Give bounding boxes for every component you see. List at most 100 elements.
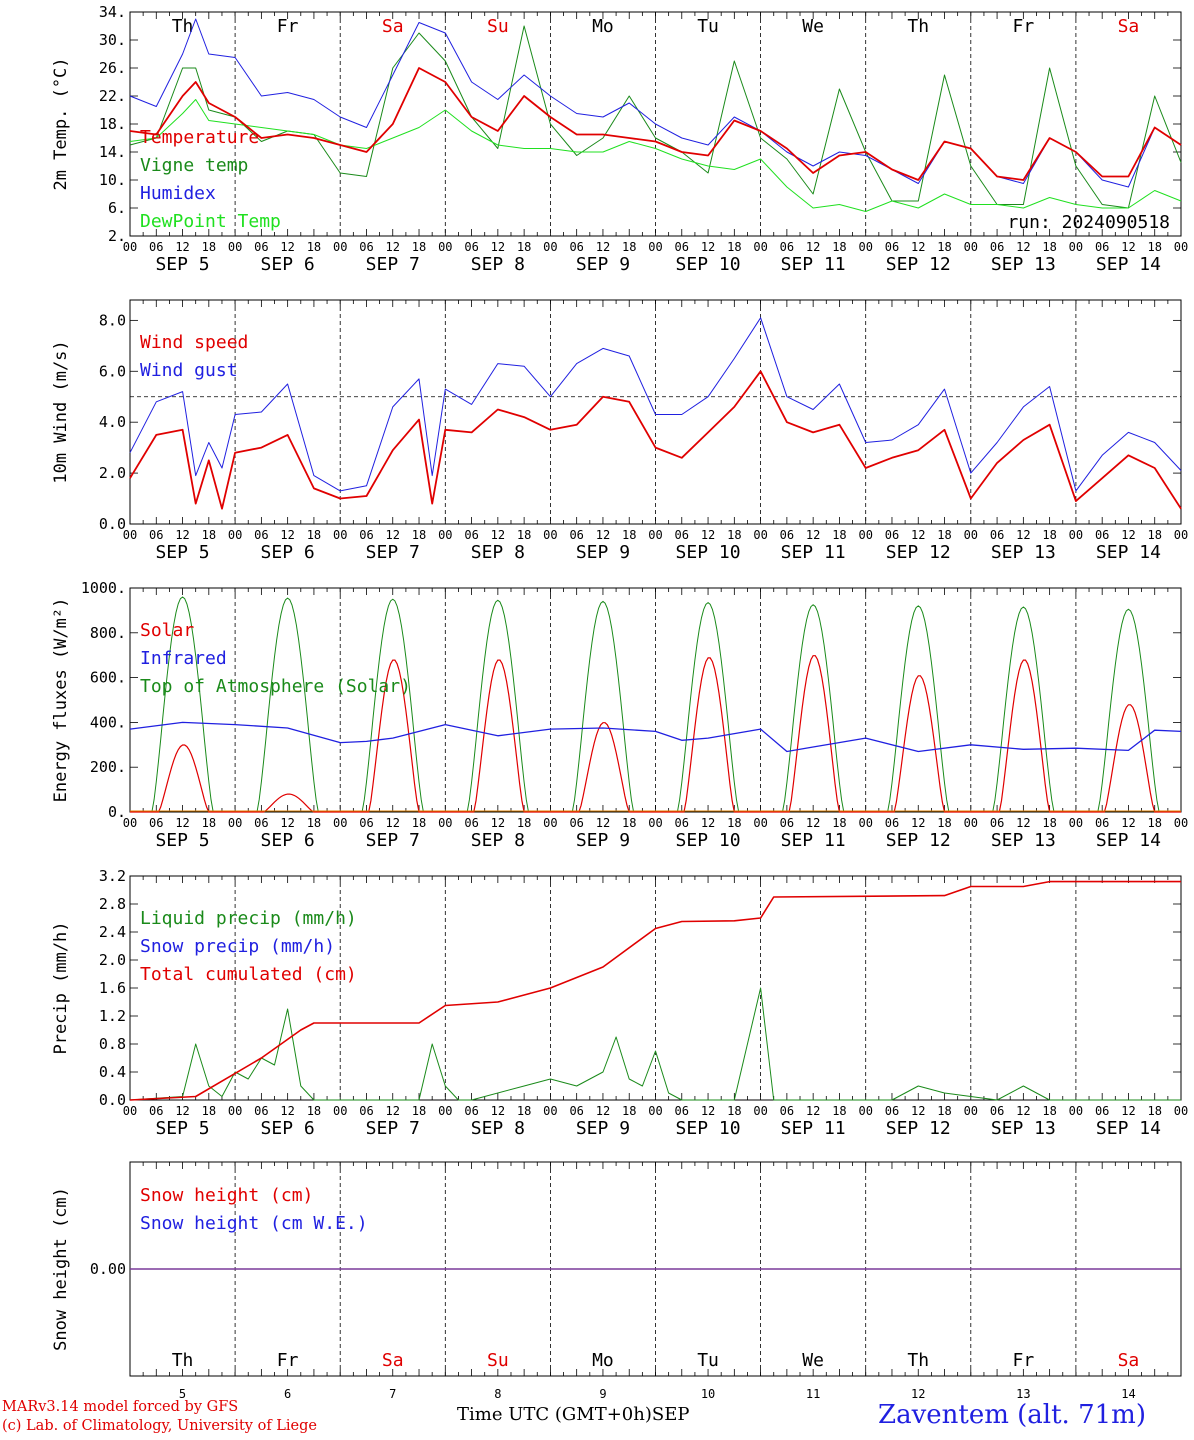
hour-label: 12: [701, 816, 715, 830]
y-tick-label: 0.8: [99, 1035, 126, 1053]
hour-label: 06: [885, 240, 899, 254]
hour-label: 00: [753, 528, 767, 542]
hour-label: 06: [149, 816, 163, 830]
hour-label: 06: [780, 528, 794, 542]
y-tick-label: 26.: [99, 59, 126, 77]
hour-label: 18: [622, 1104, 636, 1118]
hour-label: 12: [175, 1104, 189, 1118]
model-credit: MARv3.14 model forced by GFS (c) Lab. of…: [2, 1398, 317, 1436]
date-label: SEP 14: [1096, 1118, 1161, 1139]
hour-label: 00: [1069, 1104, 1083, 1118]
hour-label: 12: [911, 816, 925, 830]
hour-label: 12: [1121, 1104, 1135, 1118]
hour-label: 06: [254, 1104, 268, 1118]
hour-label: 06: [675, 816, 689, 830]
y-axis-title: 10m Wind (m/s): [51, 340, 71, 483]
legend-entry: Snow height (cm W.E.): [140, 1213, 368, 1234]
y-axis-title: Snow height (cm): [51, 1187, 71, 1351]
hour-label: 12: [175, 240, 189, 254]
date-label: SEP 8: [471, 1118, 525, 1139]
hour-label: 18: [202, 816, 216, 830]
y-tick-label: 3.2: [99, 867, 126, 885]
hour-label: 00: [648, 816, 662, 830]
y-tick-label: 30.: [99, 31, 126, 49]
hour-label: 00: [753, 816, 767, 830]
date-label: SEP 9: [576, 830, 630, 851]
run-annotation: run: 2024090518: [1007, 212, 1170, 233]
hour-label: 12: [280, 528, 294, 542]
hour-label: 00: [123, 1104, 137, 1118]
hour-label: 06: [885, 528, 899, 542]
y-axis-title: 2m Temp. (°C): [51, 57, 71, 190]
hour-label: 00: [648, 240, 662, 254]
y-tick-label: 0.0: [99, 515, 126, 533]
date-label: SEP 12: [886, 542, 951, 563]
hour-label: 06: [780, 240, 794, 254]
date-label: SEP 6: [261, 830, 315, 851]
y-tick-label: 2.4: [99, 923, 126, 941]
date-label: SEP 13: [991, 254, 1056, 275]
weekday-label: Th: [172, 16, 194, 37]
weekday-label: Th: [907, 1350, 929, 1371]
day-number: 11: [806, 1387, 820, 1401]
hour-label: 18: [727, 1104, 741, 1118]
y-tick-label: 8.0: [99, 311, 126, 329]
hour-label: 00: [543, 528, 557, 542]
hour-label: 18: [517, 1104, 531, 1118]
hour-label: 00: [228, 528, 242, 542]
hour-label: 12: [596, 1104, 610, 1118]
date-label: SEP 9: [576, 254, 630, 275]
hour-label: 00: [123, 240, 137, 254]
legend-entry: Vigne temp: [140, 155, 248, 176]
y-tick-label: 6.: [108, 199, 126, 217]
hour-label: 00: [543, 240, 557, 254]
hour-label: 00: [964, 816, 978, 830]
date-label: SEP 10: [676, 254, 741, 275]
date-label: SEP 8: [471, 830, 525, 851]
y-tick-label: 800.: [90, 624, 126, 642]
weekday-label: Fr: [277, 1350, 299, 1371]
day-number: 9: [599, 1387, 606, 1401]
weekday-label: Fr: [1013, 1350, 1035, 1371]
hour-label: 06: [569, 816, 583, 830]
series-line: [129, 317, 1182, 492]
hour-label: 00: [858, 816, 872, 830]
hour-label: 12: [1016, 528, 1030, 542]
weekday-label: Su: [487, 16, 509, 37]
hour-label: 06: [149, 1104, 163, 1118]
hour-label: 12: [386, 1104, 400, 1118]
y-tick-label: 1.6: [99, 979, 126, 997]
hour-label: 00: [333, 240, 347, 254]
weekday-label: We: [802, 16, 824, 37]
y-tick-label: 0.00: [90, 1260, 126, 1278]
y-tick-label: 600.: [90, 669, 126, 687]
time-axis-label: Time UTC (GMT+0h): [457, 1404, 652, 1425]
weekday-label: Mo: [592, 16, 614, 37]
hour-label: 18: [202, 528, 216, 542]
hour-label: 18: [622, 240, 636, 254]
y-tick-label: 2.0: [99, 951, 126, 969]
date-label: SEP 11: [781, 542, 846, 563]
hour-label: 18: [1042, 240, 1056, 254]
legend-entry: Temperature: [140, 127, 259, 148]
hour-label: 18: [832, 816, 846, 830]
day-number: 10: [701, 1387, 715, 1401]
date-label: SEP 10: [676, 542, 741, 563]
hour-label: 00: [1174, 1104, 1188, 1118]
date-label: SEP 14: [1096, 830, 1161, 851]
hour-label: 00: [333, 816, 347, 830]
hour-label: 18: [727, 528, 741, 542]
hour-label: 06: [1095, 528, 1109, 542]
hour-label: 18: [832, 528, 846, 542]
y-tick-label: 200.: [90, 758, 126, 776]
date-label: SEP 10: [676, 830, 741, 851]
hour-label: 06: [780, 816, 794, 830]
weekday-label: Tu: [697, 1350, 719, 1371]
weekday-label: We: [802, 1350, 824, 1371]
legend-entry: Total cumulated (cm): [140, 964, 357, 985]
y-tick-label: 18.: [99, 115, 126, 133]
y-tick-label: 0.4: [99, 1063, 126, 1081]
y-tick-label: 10.: [99, 171, 126, 189]
y-tick-label: 14.: [99, 143, 126, 161]
hour-label: 18: [412, 1104, 426, 1118]
